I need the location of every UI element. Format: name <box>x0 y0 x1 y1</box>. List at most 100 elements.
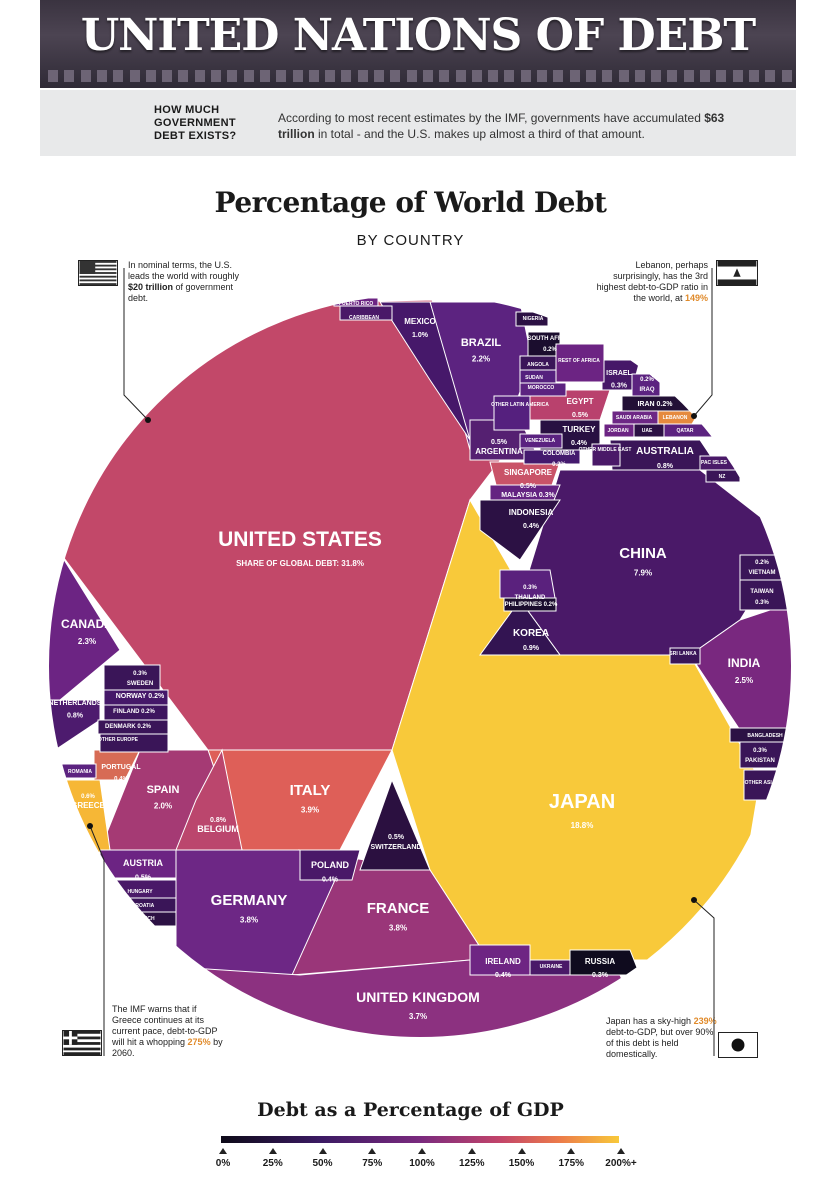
region-value-italy: 3.9% <box>301 806 319 815</box>
window-decoration <box>748 70 759 82</box>
region-label-malaysia: MALAYSIA 0.3% <box>501 492 555 499</box>
greece-annotation: The IMF warns that if Greece continues a… <box>112 1004 228 1059</box>
region-label-austria: AUSTRIA <box>123 858 163 868</box>
region-cell-sri-lanka <box>669 647 701 665</box>
region-label-czech: CZECH <box>137 916 155 922</box>
region-cell-nz <box>705 469 741 483</box>
region-label-portugal: PORTUGAL <box>101 764 141 771</box>
chart-outline <box>47 293 793 1039</box>
region-label-belgium: BELGIUM <box>197 824 239 834</box>
region-label-italy: ITALY <box>290 782 331 799</box>
lebanon-annotation: Lebanon, perhaps surprisingly, has the 3… <box>588 260 708 304</box>
intro-answer: According to most recent estimates by th… <box>278 110 748 142</box>
intro-answer-text: According to most recent estimates by th… <box>278 111 705 125</box>
window-decoration <box>259 70 270 82</box>
window-decoration <box>276 70 287 82</box>
region-value-greece: 0.6% <box>81 794 95 800</box>
lebanon-callout-dot <box>691 413 697 419</box>
window-decoration <box>48 70 58 82</box>
region-label-russia: RUSSIA <box>585 957 615 966</box>
region-value-germany: 3.8% <box>240 916 258 925</box>
region-cell-switzerland <box>359 778 431 871</box>
region-label-finland: FINLAND 0.2% <box>113 709 155 715</box>
window-decoration <box>781 70 792 82</box>
region-label-other-middle-east: OTHER MIDDLE EAST <box>579 447 632 453</box>
region-label-spain: SPAIN <box>147 784 180 796</box>
region-cell-other-middle-east <box>591 443 621 467</box>
window-decoration <box>357 70 368 82</box>
region-label-japan: JAPAN <box>549 791 615 813</box>
us-flag-icon <box>78 260 118 286</box>
region-label-australia: AUSTRALIA <box>636 446 694 457</box>
legend-tick: 150% <box>492 1148 552 1169</box>
region-label-romania: ROMANIA <box>68 769 92 775</box>
window-decoration <box>292 70 303 82</box>
region-label-canada: CANADA <box>61 617 113 631</box>
region-label-israel: ISRAEL <box>606 370 632 377</box>
window-decoration <box>585 70 596 82</box>
region-value-egypt: 0.5% <box>572 412 589 419</box>
region-label-croatia: CROATIA <box>132 903 155 909</box>
region-label-other-latin-america: OTHER LATIN AMERICA <box>491 402 549 408</box>
window-decoration <box>732 70 743 82</box>
region-label-qatar: QATAR <box>676 428 693 434</box>
intro-answer-amount: $63 trillion <box>278 111 725 141</box>
region-label-argentina: ARGENTINA <box>475 447 523 456</box>
region-label-china: CHINA <box>619 545 667 562</box>
us-callout-dot <box>145 417 151 423</box>
region-value-india: 2.5% <box>735 676 753 685</box>
greece-annotation-text: The IMF warns that if Greece continues a… <box>112 1004 218 1047</box>
region-label-switzerland: SWITZERLAND <box>371 844 422 851</box>
region-label-singapore: SINGAPORE <box>504 468 553 477</box>
intro-question: HOW MUCH GOVERNMENT DEBT EXISTS? <box>154 104 237 142</box>
japan-callout-dot <box>691 897 697 903</box>
region-label-pakistan: PAKISTAN <box>745 758 775 764</box>
region-label-iran: IRAN 0.2% <box>637 401 673 408</box>
window-decoration <box>96 70 107 82</box>
region-label-sri-lanka: SRI LANKA <box>669 651 697 657</box>
region-cell-philippines <box>503 597 557 612</box>
region-label-uae: UAE <box>642 428 653 434</box>
window-decoration <box>80 70 91 82</box>
region-label-vietnam: VIETNAM <box>749 570 776 576</box>
region-label-germany: GERMANY <box>211 892 288 909</box>
lebanon-annotation-text: Lebanon, perhaps surprisingly, has the 3… <box>596 260 708 303</box>
window-decoration <box>667 70 678 82</box>
intro-panel: HOW MUCH GOVERNMENT DEBT EXISTS? Accordi… <box>40 90 796 156</box>
region-cell-rest-of-africa <box>555 343 605 383</box>
region-label-indonesia: INDONESIA <box>509 508 554 517</box>
window-decoration <box>520 70 531 82</box>
region-value-mexico: 1.0% <box>412 332 429 339</box>
window-decoration <box>390 70 401 82</box>
window-decoration <box>194 70 205 82</box>
window-decoration <box>683 70 694 82</box>
window-decoration <box>471 70 482 82</box>
page-title: UNITED NATIONS OF DEBT <box>80 10 756 61</box>
building-windows-decoration <box>40 56 796 82</box>
us-annotation-amount: $20 trillion <box>128 282 174 292</box>
region-value-japan: 18.8% <box>571 821 594 830</box>
region-label-ukraine: UKRAINE <box>540 964 563 970</box>
region-value-colombia: 0.2% <box>552 462 566 468</box>
region-value-portugal: 0.4% <box>114 777 128 783</box>
window-decoration <box>569 70 580 82</box>
region-label-egypt: EGYPT <box>566 397 593 406</box>
region-cell-caribbean <box>339 305 393 321</box>
region-label-other-europe: OTHER EUROPE <box>98 737 139 743</box>
region-value-australia: 0.8% <box>657 463 674 470</box>
region-cell-malaysia <box>489 484 561 501</box>
window-decoration <box>113 70 124 82</box>
region-label-nigeria: NIGERIA <box>523 316 544 322</box>
region-label-philippines: PHILIPPINES 0.2% <box>505 602 558 608</box>
region-value-korea: 0.9% <box>523 645 540 652</box>
us-annotation-text-end: of government debt. <box>128 282 234 303</box>
lebanon-annotation-ratio: 149% <box>684 293 708 303</box>
region-label-venezuela: VENEZUELA <box>525 438 556 444</box>
region-cell-venezuela <box>519 433 563 449</box>
lebanon-flag-icon <box>716 260 758 286</box>
window-decoration <box>618 70 629 82</box>
greece-callout-line <box>89 825 105 1056</box>
region-label-sudan: SUDAN <box>525 375 543 381</box>
window-decoration <box>765 70 776 82</box>
region-value-united-states: SHARE OF GLOBAL DEBT: 31.8% <box>236 559 364 568</box>
